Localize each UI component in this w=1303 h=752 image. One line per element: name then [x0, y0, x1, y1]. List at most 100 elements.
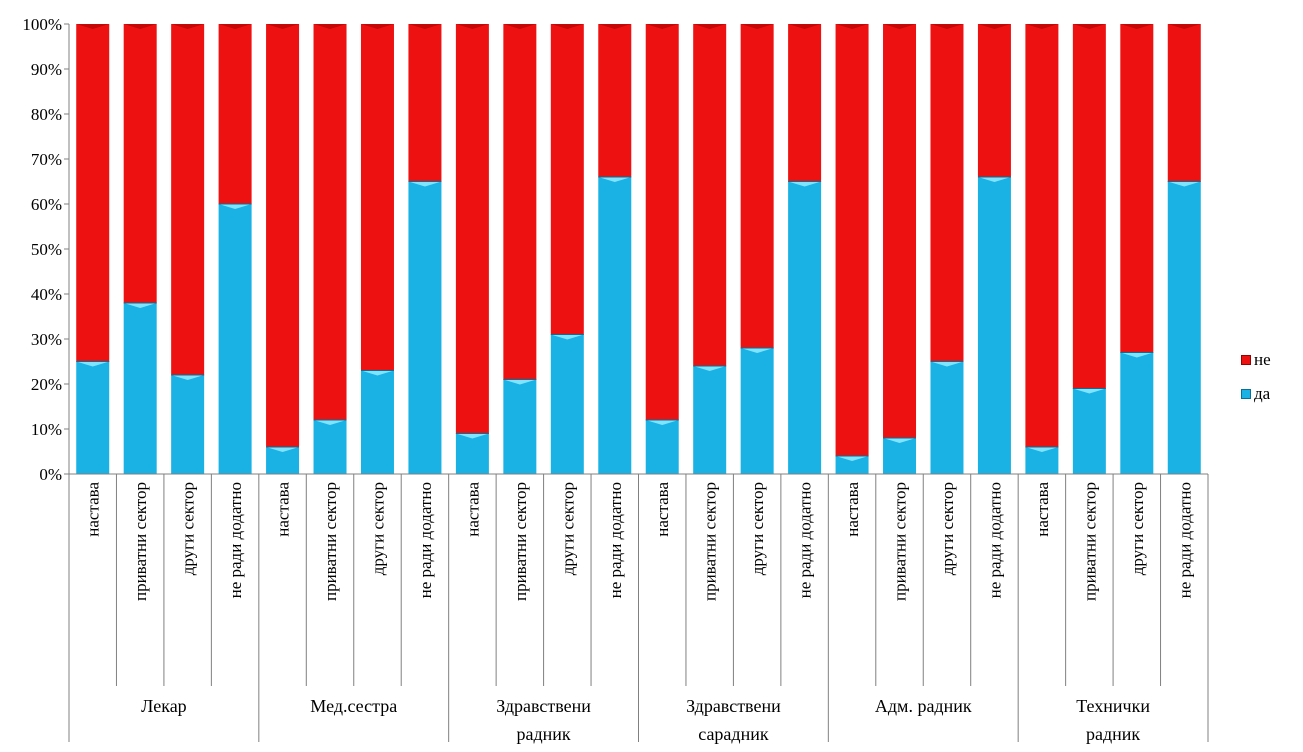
bar-bevel-ne	[1120, 24, 1154, 29]
x-category-label: други сектор	[179, 482, 198, 575]
bar-segment-da	[788, 181, 822, 474]
y-tick-label: 40%	[31, 285, 62, 304]
bar-segment-ne	[740, 24, 774, 348]
bar-bevel-ne	[1025, 24, 1059, 29]
x-category-label: настава	[653, 482, 672, 537]
x-category-label: приватни сектор	[1080, 482, 1099, 601]
bar-segment-ne	[266, 24, 300, 447]
bar-segment-da	[740, 348, 774, 474]
bar-segment-ne	[218, 24, 252, 204]
x-category-label: други сектор	[938, 482, 957, 575]
x-group-label: Мед.сестра	[310, 696, 397, 716]
bar-segment-ne	[645, 24, 679, 420]
x-category-label: други сектор	[748, 482, 767, 575]
bar-segment-da	[313, 420, 347, 474]
x-category-label: настава	[463, 482, 482, 537]
x-category-label: други сектор	[558, 482, 577, 575]
bar-bevel-da	[455, 433, 489, 439]
bar-segment-da	[598, 177, 632, 474]
legend-item-ne: не	[1241, 349, 1271, 371]
bar-bevel-ne	[1072, 24, 1106, 29]
bar-segment-ne	[1025, 24, 1059, 447]
bar-bevel-da	[313, 420, 347, 425]
bar-bevel-da	[1072, 388, 1106, 394]
y-tick-label: 50%	[31, 240, 62, 259]
bar-segment-da	[693, 366, 727, 474]
bar-bevel-da	[503, 379, 537, 385]
bar-bevel-ne	[550, 24, 584, 29]
bar-bevel-da	[645, 420, 679, 425]
bar-bevel-da	[218, 204, 252, 209]
bar-segment-da	[218, 204, 252, 474]
x-category-label: приватни сектор	[511, 482, 530, 601]
y-tick-label: 80%	[31, 105, 62, 124]
x-category-label: не ради додатно	[1175, 482, 1194, 598]
bar-segment-da	[550, 334, 584, 474]
x-category-label: приватни сектор	[891, 482, 910, 601]
legend-swatch-da	[1241, 389, 1251, 399]
y-tick-label: 100%	[22, 15, 62, 34]
bar-segment-da	[930, 361, 964, 474]
bar-segment-ne	[76, 24, 110, 362]
x-group-label: Здравствени радник	[496, 696, 591, 744]
bar-bevel-ne	[598, 24, 632, 29]
bar-segment-da	[1072, 388, 1106, 474]
bar-segment-da	[1167, 181, 1201, 474]
x-category-label: не ради додатно	[606, 482, 625, 598]
bar-bevel-da	[740, 348, 774, 353]
bar-bevel-da	[171, 375, 205, 380]
bar-bevel-ne	[1167, 24, 1201, 29]
bar-segment-da	[503, 379, 537, 474]
bar-segment-da	[455, 433, 489, 474]
bar-bevel-ne	[883, 24, 917, 29]
x-category-label: приватни сектор	[321, 482, 340, 601]
bar-bevel-da	[360, 370, 394, 376]
x-group-label: Здравствени сарадник	[686, 696, 781, 744]
x-category-label: други сектор	[368, 482, 387, 575]
bar-segment-da	[645, 420, 679, 474]
x-category-label: други сектор	[1128, 482, 1147, 575]
x-category-label: приватни сектор	[701, 482, 720, 601]
x-category-label: приватни сектор	[131, 482, 150, 601]
x-category-label: настава	[274, 482, 293, 537]
bar-segment-ne	[408, 24, 442, 182]
bar-bevel-da	[1167, 181, 1201, 187]
bar-bevel-da	[883, 438, 917, 443]
bar-bevel-da	[1120, 352, 1154, 358]
bar-segment-da	[123, 303, 157, 474]
legend-label-ne: не	[1254, 350, 1271, 369]
x-category-label: не ради додатно	[796, 482, 815, 598]
bar-segment-ne	[1167, 24, 1201, 182]
bar-bevel-ne	[977, 24, 1011, 29]
bar-bevel-ne	[313, 24, 347, 29]
bar-segment-da	[835, 456, 869, 474]
bar-bevel-ne	[123, 24, 157, 29]
y-tick-label: 10%	[31, 420, 62, 439]
x-group-label: Лекар	[141, 696, 187, 716]
bar-segment-ne	[883, 24, 917, 438]
bar-segment-da	[883, 438, 917, 474]
x-category-label: не ради додатно	[985, 482, 1004, 598]
y-tick-label: 0%	[39, 465, 62, 484]
bar-segment-ne	[693, 24, 727, 366]
bar-bevel-da	[123, 303, 157, 308]
bar-segment-ne	[503, 24, 537, 380]
bar-segment-ne	[598, 24, 632, 177]
bar-segment-da	[171, 375, 205, 474]
bar-segment-da	[360, 370, 394, 474]
bar-segment-ne	[1120, 24, 1154, 353]
x-category-label: настава	[1033, 482, 1052, 537]
bar-segment-ne	[835, 24, 869, 456]
bar-bevel-da	[835, 456, 869, 461]
bar-segment-ne	[360, 24, 394, 371]
y-tick-label: 20%	[31, 375, 62, 394]
legend-item-da: да	[1241, 383, 1271, 405]
y-tick-label: 60%	[31, 195, 62, 214]
bar-bevel-ne	[740, 24, 774, 29]
legend-label-da: да	[1254, 384, 1271, 403]
bar-bevel-ne	[788, 24, 822, 29]
bar-bevel-da	[550, 334, 584, 340]
bar-bevel-da	[76, 361, 110, 367]
bar-bevel-da	[977, 177, 1011, 182]
